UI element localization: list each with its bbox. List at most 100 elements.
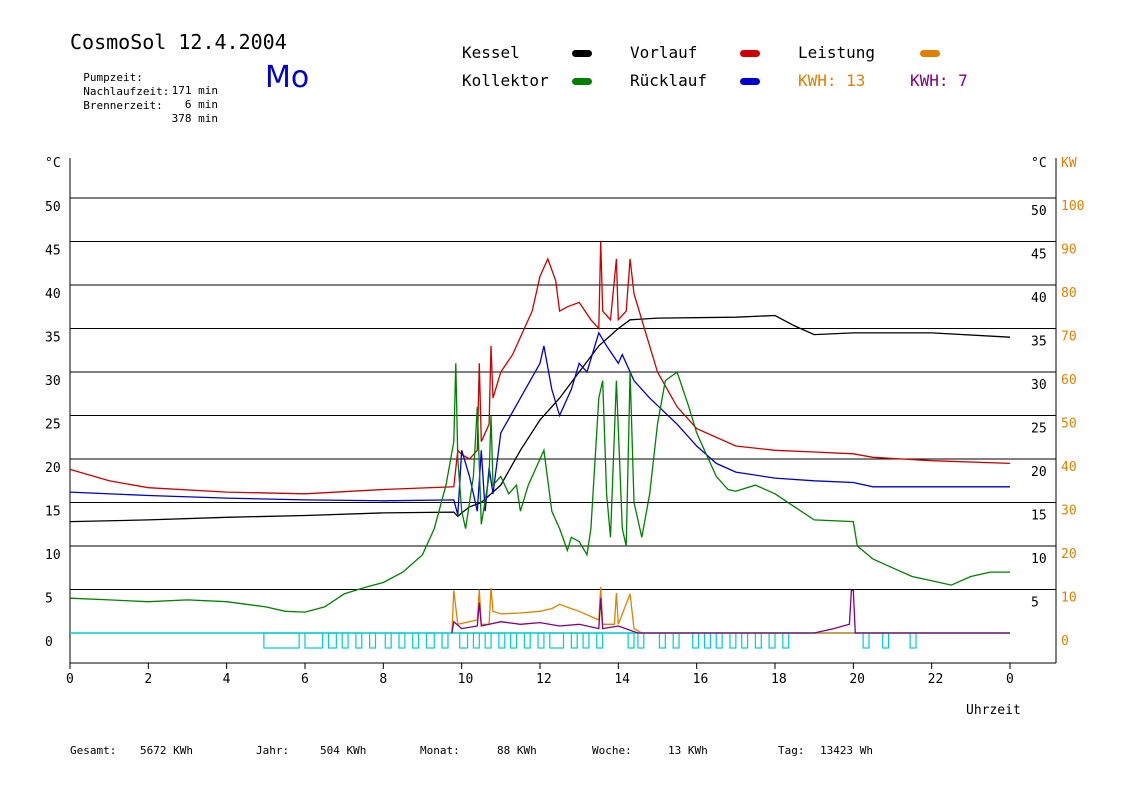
pump-interval [729, 632, 737, 649]
footer-woche-label: Woche: [592, 744, 632, 757]
pump-interval [355, 632, 363, 649]
stat-brennerzeit: Brennerzeit: 378 min [70, 86, 218, 125]
pump-interval [582, 632, 590, 649]
pump-interval [570, 632, 578, 649]
y-tick-label: 50 [45, 200, 61, 215]
y-tick-label-right-kw: 100 [1061, 199, 1084, 214]
y-tick-label-right-c: 15 [1031, 509, 1047, 524]
pump-interval [369, 632, 377, 649]
legend-ruecklauf-label: Rücklauf [630, 71, 708, 90]
pump-interval [658, 632, 666, 649]
pump-interval [425, 632, 435, 649]
x-tick-label: 8 [379, 672, 387, 687]
y-axis-unit-left: °C [45, 156, 61, 171]
pump-interval [882, 632, 890, 649]
stat-label: Brennerzeit: [83, 99, 163, 112]
y-tick-label-right-c: 45 [1031, 248, 1047, 263]
y-tick-label-right-c: 35 [1031, 335, 1047, 350]
pump-interval [304, 632, 324, 649]
pump-interval [782, 632, 790, 649]
x-tick-label: 4 [223, 672, 231, 687]
pump-interval [341, 632, 349, 649]
y-tick-label-right-c: 20 [1031, 465, 1047, 480]
pump-interval [412, 632, 420, 649]
pump-interval [384, 632, 392, 649]
y-tick-label: 25 [45, 418, 61, 433]
footer-monat-label: Monat: [420, 744, 460, 757]
legend-kollektor-label: Kollektor [462, 71, 549, 90]
pump-interval [672, 632, 680, 649]
y-axis-unit-right-c: °C [1031, 156, 1047, 171]
x-tick-label: 16 [693, 672, 709, 687]
pump-interval [768, 632, 776, 649]
pump-interval [741, 632, 749, 649]
x-tick-label: 0 [66, 672, 74, 687]
series-line-kessel [69, 314, 1011, 523]
x-tick-label: 10 [458, 672, 474, 687]
y-tick-label-right-kw: 60 [1061, 373, 1077, 388]
pump-interval [498, 632, 506, 649]
x-tick-label: 6 [301, 672, 309, 687]
x-tick-label: 2 [144, 672, 152, 687]
legend-leistung-label: Leistung [798, 43, 876, 62]
y-tick-label-right-kw: 30 [1061, 504, 1077, 519]
y-tick-label-right-c: 30 [1031, 378, 1047, 393]
x-tick-label: 18 [771, 672, 787, 687]
y-tick-label: 45 [45, 244, 61, 259]
y-tick-label: 15 [45, 505, 61, 520]
y-tick-label-right-c: 40 [1031, 291, 1047, 306]
pump-interval [627, 632, 635, 649]
y-tick-label-right-kw: 50 [1061, 417, 1077, 432]
footer-jahr-label: Jahr: [256, 744, 290, 757]
y-tick-label: 30 [45, 374, 61, 389]
pump-interval [263, 632, 300, 649]
y-tick-label: 0 [45, 635, 53, 650]
legend-vorlauf-label: Vorlauf [630, 43, 698, 62]
weekday-label: Mo [265, 60, 310, 95]
y-tick-label-right-kw: 0 [1061, 634, 1069, 649]
legend-kwh2: KWH: 7 [910, 71, 968, 90]
series-line-leistung [451, 586, 1010, 634]
y-tick-label-right-c: 25 [1031, 422, 1047, 437]
x-tick-label: 12 [536, 672, 552, 687]
series-line-kollektor [69, 363, 1010, 613]
y-tick-label-right-c: 5 [1031, 596, 1039, 611]
pump-interval [754, 632, 762, 649]
legend-kwh1: KWH: 13 [798, 71, 866, 90]
chart-title: CosmoSol 12.4.2004 [70, 30, 287, 54]
footer-tag-label: Tag: [778, 744, 805, 757]
y-tick-label-right-kw: 70 [1061, 330, 1077, 345]
series-line-r-cklauf [69, 331, 1010, 515]
stat-nachlaufzeit: Nachlaufzeit: 6 min [70, 72, 218, 111]
stat-label: Pumpzeit: [83, 71, 143, 84]
pump-interval [537, 632, 545, 649]
pump-interval [862, 632, 870, 649]
legend-kollektor-swatch [572, 78, 592, 85]
footer-jahr-value: 504 KWh [320, 744, 367, 757]
y-tick-label-right-c: 10 [1031, 552, 1047, 567]
pump-interval [523, 632, 531, 649]
footer-monat-value: 88 KWh [497, 744, 537, 757]
stat-value: 171 min [171, 84, 218, 97]
y-tick-label: 10 [45, 548, 61, 563]
x-tick-label: 0 [1006, 672, 1014, 687]
footer-woche-value: 13 KWh [668, 744, 708, 757]
legend-kessel-swatch [572, 50, 592, 57]
stat-label: Nachlaufzeit: [83, 85, 170, 98]
x-tick-label: 14 [614, 672, 630, 687]
pump-interval [398, 632, 406, 649]
pump-interval [459, 632, 469, 649]
legend-vorlauf-swatch [740, 50, 760, 57]
y-axis-unit-right-kw: KW [1061, 156, 1077, 171]
pump-interval [637, 632, 645, 649]
y-tick-label: 20 [45, 461, 61, 476]
pump-interval [441, 632, 449, 649]
pump-interval [327, 632, 337, 649]
footer-gesamt-value: 5672 KWh [140, 744, 193, 757]
x-tick-label: 20 [849, 672, 865, 687]
y-tick-label-right-kw: 90 [1061, 243, 1077, 258]
pump-interval [510, 632, 518, 649]
y-tick-label-right-kw: 20 [1061, 547, 1077, 562]
y-tick-label-right-kw: 40 [1061, 460, 1077, 475]
legend-ruecklauf-swatch [740, 78, 760, 85]
